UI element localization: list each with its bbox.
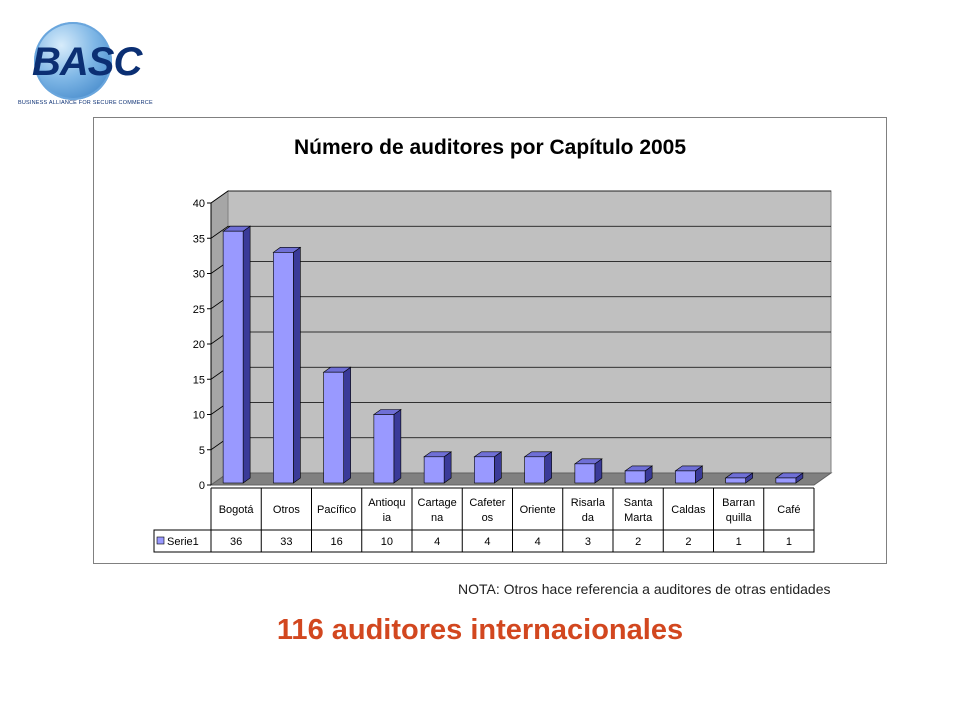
bar xyxy=(624,470,646,484)
category-label: quilla xyxy=(726,512,753,524)
bar xyxy=(675,470,696,484)
category-label: Risarla xyxy=(571,497,606,509)
category-label: da xyxy=(582,512,595,524)
y-tick-label: 30 xyxy=(193,269,205,281)
chart-frame: Número de auditores por Capítulo 2005 0 5… xyxy=(93,117,887,564)
bar xyxy=(775,477,797,484)
bar xyxy=(725,477,746,484)
category-label: os xyxy=(482,512,494,524)
headline: 116 auditores internacionales xyxy=(276,614,684,646)
category-label: Caldas xyxy=(671,504,706,516)
category-label: Otros xyxy=(273,504,300,516)
bar xyxy=(423,456,445,484)
data-value-label: 4 xyxy=(535,536,541,548)
bar-side xyxy=(343,366,351,484)
y-tick-label: 10 xyxy=(193,410,205,422)
logo-mark: BASC xyxy=(32,40,142,84)
bar xyxy=(474,456,495,484)
basc-logo: BASC BUSINESS ALLIANCE FOR SECURE COMMER… xyxy=(14,22,153,114)
category-label: Bogotá xyxy=(219,504,255,516)
category-label: Barran xyxy=(722,497,755,509)
category-label: Pacífico xyxy=(317,504,356,516)
category-label: Antioqu xyxy=(368,497,405,509)
category-label: Oriente xyxy=(520,504,556,516)
y-tick-label: 40 xyxy=(193,198,205,210)
legend-label: Serie1 xyxy=(167,536,199,548)
data-value-label: 16 xyxy=(331,536,343,548)
category-label: Marta xyxy=(624,512,653,524)
bar-chart: 0 5 10 15 20 25 30 35 40 Serie1 Bogotá 36 Otros 33 Pac… xyxy=(153,190,833,553)
note-text: NOTA: Otros hace referencia a auditores … xyxy=(458,581,831,597)
category-label: na xyxy=(431,512,444,524)
bar xyxy=(222,230,244,484)
data-value-label: 1 xyxy=(786,536,792,548)
bar-side xyxy=(242,225,251,484)
bar xyxy=(273,252,294,484)
data-value-label: 36 xyxy=(230,536,242,548)
y-tick-label: 0 xyxy=(199,480,205,492)
globe-icon xyxy=(34,22,112,100)
bar-side xyxy=(494,451,502,484)
bar-side xyxy=(293,246,301,484)
data-value-label: 3 xyxy=(585,536,591,548)
category-label: Cafeter xyxy=(469,497,505,509)
category-label: Cartage xyxy=(418,497,457,509)
data-value-label: 2 xyxy=(635,536,641,548)
bar xyxy=(323,371,344,484)
category-label: ia xyxy=(383,512,392,524)
bar xyxy=(373,414,395,484)
gridline xyxy=(210,190,831,204)
y-tick-label: 20 xyxy=(193,339,205,351)
y-tick-label: 35 xyxy=(193,233,205,245)
data-value-label: 10 xyxy=(381,536,393,548)
bar xyxy=(574,463,596,484)
bar-side xyxy=(544,451,552,484)
data-value-label: 1 xyxy=(736,536,742,548)
bar xyxy=(524,456,545,484)
y-tick-label: 15 xyxy=(193,374,205,386)
data-value-label: 4 xyxy=(484,536,490,548)
data-value-label: 2 xyxy=(685,536,691,548)
chart-title: Número de auditores por Capítulo 2005 xyxy=(293,136,687,159)
data-value-label: 4 xyxy=(434,536,440,548)
category-label: Santa xyxy=(624,497,654,509)
category-label: Café xyxy=(777,504,800,516)
y-tick-label: 25 xyxy=(193,304,205,316)
legend-key xyxy=(156,536,165,545)
gridline xyxy=(210,225,831,239)
data-value-label: 33 xyxy=(280,536,292,548)
logo-tagline: BUSINESS ALLIANCE FOR SECURE COMMERCE xyxy=(18,100,153,106)
bar-side xyxy=(393,408,402,484)
bar-side xyxy=(443,451,452,484)
y-tick-label: 5 xyxy=(199,445,205,457)
